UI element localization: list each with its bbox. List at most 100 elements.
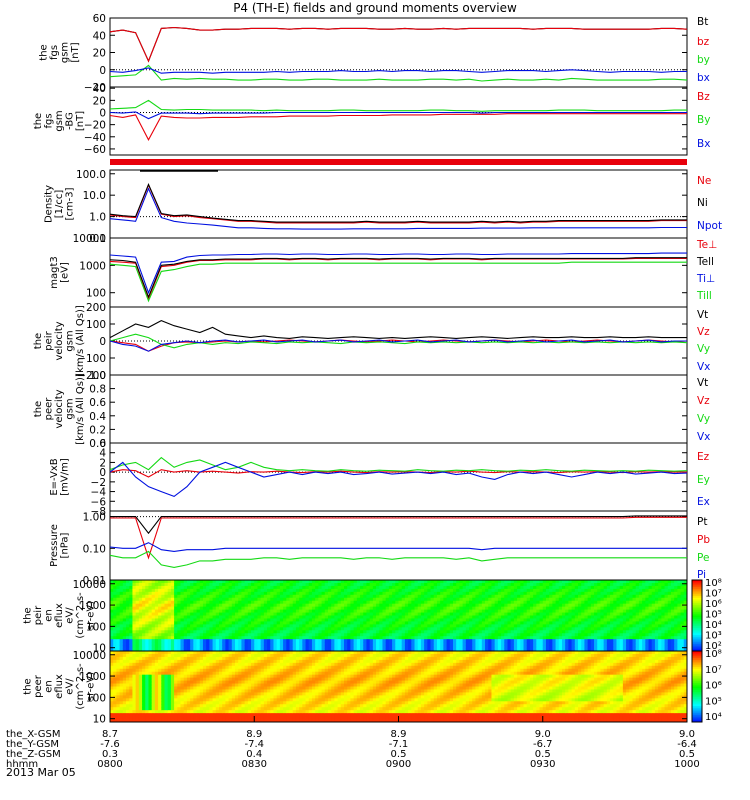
spectrogram-cell bbox=[501, 594, 505, 599]
spectrogram-cell bbox=[533, 636, 537, 640]
spectrogram-cell bbox=[558, 621, 563, 625]
spectrogram-cell bbox=[408, 621, 412, 625]
spectrogram-cell bbox=[356, 624, 361, 628]
spectrogram-cell bbox=[542, 639, 547, 643]
spectrogram-cell bbox=[360, 609, 364, 613]
spectrogram-cell bbox=[170, 585, 175, 590]
spectrogram-cell bbox=[488, 597, 492, 602]
spectrogram-cell bbox=[430, 648, 435, 652]
spectrogram-cell bbox=[126, 689, 130, 693]
y-axis-label: the bbox=[38, 44, 49, 60]
spectrogram-cell bbox=[606, 588, 611, 593]
spectrogram-cell bbox=[324, 609, 329, 613]
spectrogram-cell bbox=[273, 594, 278, 599]
spectrogram-cell bbox=[279, 612, 284, 616]
spectrogram-cell bbox=[549, 648, 553, 652]
spectrogram-cell bbox=[443, 594, 447, 599]
spectrogram-cell bbox=[472, 612, 476, 616]
spectrogram-cell bbox=[398, 612, 403, 616]
spectrogram-cell bbox=[251, 597, 255, 602]
spectrogram-cell bbox=[186, 624, 191, 628]
spectrogram-cell bbox=[283, 648, 287, 652]
spectrogram-cell bbox=[545, 612, 550, 616]
spectrogram-cell bbox=[462, 621, 467, 625]
spectrogram-cell bbox=[651, 648, 656, 652]
spectrogram-cell bbox=[424, 633, 428, 637]
spectrogram-cell bbox=[292, 645, 297, 649]
spectrogram-cell bbox=[334, 636, 338, 640]
spectrogram-cell bbox=[257, 648, 262, 652]
spectrogram-cell bbox=[126, 618, 130, 622]
spectrogram-cell bbox=[302, 615, 306, 619]
spectrogram-cell bbox=[600, 627, 605, 631]
spectrogram-cell bbox=[475, 633, 480, 637]
spectrogram-cell bbox=[174, 615, 178, 619]
spectrogram-cell bbox=[677, 648, 681, 652]
spectrogram-cell bbox=[411, 603, 415, 608]
spectrogram-cell bbox=[664, 606, 669, 610]
spectrogram-cell bbox=[526, 627, 531, 631]
spectrogram-cell bbox=[116, 618, 121, 622]
y-axis-label: (cm^2-s- bbox=[75, 592, 86, 639]
spectrogram-cell bbox=[638, 612, 643, 616]
spectrogram-cell bbox=[148, 692, 153, 696]
spectrogram-cell bbox=[334, 588, 338, 593]
y-tick-label: 10000 bbox=[73, 233, 106, 245]
spectrogram-cell bbox=[661, 582, 665, 587]
spectrogram-cell bbox=[286, 612, 290, 616]
spectrogram-cell bbox=[218, 612, 223, 616]
spectrogram-cell bbox=[350, 580, 355, 584]
spectrogram-cell bbox=[270, 642, 274, 646]
spectrogram-cell bbox=[481, 603, 486, 608]
spectrogram-cell bbox=[379, 582, 383, 587]
spectrogram-cell bbox=[446, 597, 451, 602]
spectrogram-cell bbox=[247, 648, 252, 652]
spectrogram-cell bbox=[292, 633, 297, 637]
spectrogram-cell bbox=[334, 624, 338, 628]
spectrogram-cell bbox=[350, 642, 355, 646]
spectrogram-cell bbox=[565, 612, 569, 616]
spectrogram-cell bbox=[670, 636, 675, 640]
spectrogram-cell bbox=[311, 594, 316, 599]
spectrogram-cell bbox=[616, 582, 621, 587]
spectrogram-cell bbox=[267, 618, 271, 622]
spectrogram-cell bbox=[385, 630, 390, 634]
spectrogram-cell bbox=[449, 618, 454, 622]
spectrogram-cell bbox=[590, 585, 595, 590]
spectrogram-cell bbox=[263, 630, 268, 634]
spectrogram-cell bbox=[324, 582, 329, 587]
spectrogram-cell bbox=[417, 621, 422, 625]
spectrogram-cell bbox=[129, 600, 133, 605]
spectrogram-cell bbox=[517, 600, 521, 605]
spectrogram-cell bbox=[135, 668, 140, 673]
spectrogram-cell bbox=[145, 665, 149, 670]
spectrogram-cell bbox=[238, 588, 242, 593]
spectrogram-cell bbox=[497, 645, 502, 649]
spectrogram-cell bbox=[629, 603, 633, 608]
spectrogram-cell bbox=[603, 597, 608, 602]
spectrogram-cell bbox=[661, 648, 665, 652]
spectrogram-cell bbox=[305, 603, 310, 608]
spectrogram-cell bbox=[161, 588, 165, 593]
spectrogram-cell bbox=[148, 645, 153, 649]
spectrogram-cell bbox=[603, 633, 608, 637]
spectrogram-cell bbox=[315, 597, 319, 602]
spectrogram-cell bbox=[276, 597, 281, 602]
spectrogram-cell bbox=[462, 580, 467, 584]
spectrogram-cell bbox=[196, 580, 201, 584]
spectrogram-cell bbox=[462, 648, 467, 652]
spectrogram-cell bbox=[347, 600, 351, 605]
spectrogram-cell bbox=[408, 648, 412, 652]
spectrogram-cell bbox=[549, 633, 553, 637]
spectrogram-cell bbox=[452, 621, 457, 625]
spectrogram-cell bbox=[148, 630, 153, 634]
spectrogram-cell bbox=[110, 615, 114, 619]
spectrogram-cell bbox=[558, 603, 563, 608]
spectrogram-cell bbox=[382, 591, 387, 596]
spectrogram-cell bbox=[664, 624, 669, 628]
spectrogram-cell bbox=[661, 585, 665, 590]
spectrogram-cell bbox=[395, 645, 399, 649]
spectrogram-cell bbox=[622, 600, 627, 605]
spectrogram-cell bbox=[568, 615, 572, 619]
